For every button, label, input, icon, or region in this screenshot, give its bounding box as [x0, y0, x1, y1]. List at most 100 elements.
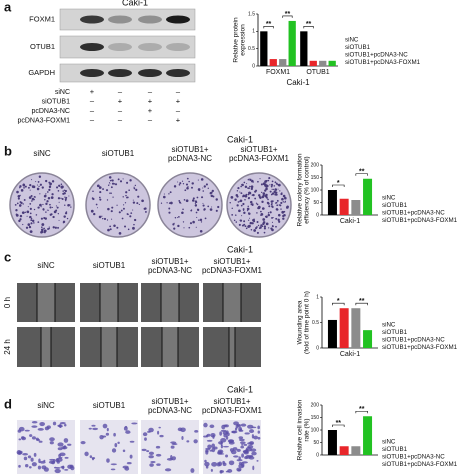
- blot-band: [80, 15, 104, 24]
- colony: [197, 179, 199, 181]
- colony: [281, 192, 283, 194]
- colony: [38, 185, 40, 188]
- colony: [30, 222, 33, 225]
- wound-gap: [100, 283, 118, 322]
- colony: [125, 194, 127, 197]
- invading-cell: [155, 453, 162, 457]
- invading-cell: [241, 444, 244, 446]
- legend-entry: siOTUB1: [345, 44, 371, 51]
- colony: [51, 206, 53, 209]
- invading-cell: [222, 445, 229, 448]
- invading-cell: [240, 423, 247, 427]
- colony: [229, 202, 231, 204]
- invading-cell: [193, 439, 198, 444]
- invading-cell: [31, 436, 36, 440]
- invading-cell: [141, 448, 147, 452]
- wound-gap: [41, 327, 51, 367]
- colony: [205, 183, 208, 186]
- invading-cell: [54, 468, 61, 474]
- bar: [327, 319, 337, 348]
- colony: [118, 211, 121, 214]
- significance-bracket: [282, 15, 293, 18]
- invading-cell: [194, 430, 199, 433]
- blot-band: [80, 69, 104, 77]
- invading-cell: [89, 455, 93, 459]
- invading-cell: [164, 468, 172, 472]
- colony: [30, 217, 33, 220]
- colony: [70, 206, 72, 208]
- colony: [204, 217, 207, 220]
- invading-cell: [63, 438, 69, 443]
- colony: [23, 187, 25, 189]
- colony: [68, 195, 70, 197]
- colony: [235, 221, 238, 223]
- colony: [99, 186, 101, 188]
- colony: [179, 182, 182, 185]
- column-label: siOTUB1+: [213, 257, 250, 266]
- colony: [194, 204, 197, 207]
- column-label: siNC: [37, 261, 55, 270]
- colony: [29, 212, 32, 215]
- colony: [121, 217, 124, 220]
- colony: [129, 215, 132, 218]
- colony: [275, 201, 278, 204]
- y-axis-label: Relative cell invasion: [297, 399, 304, 460]
- invading-cell: [129, 440, 135, 443]
- invading-cell: [209, 424, 215, 429]
- bar: [351, 200, 361, 215]
- colony: [122, 178, 124, 180]
- colony: [238, 209, 241, 213]
- y-tick-label: 200: [311, 162, 320, 168]
- panel-label: a: [4, 0, 12, 14]
- colony: [31, 200, 33, 202]
- dish: [157, 172, 223, 238]
- colony: [19, 194, 21, 197]
- colony: [249, 217, 251, 219]
- colony: [166, 202, 168, 204]
- colony: [54, 226, 57, 229]
- colony: [40, 230, 43, 234]
- colony: [39, 183, 42, 186]
- colony: [102, 188, 104, 190]
- colony: [203, 185, 206, 188]
- invading-cell: [110, 463, 117, 466]
- invading-cell: [177, 427, 183, 432]
- colony: [200, 178, 204, 181]
- bar: [327, 430, 337, 455]
- colony: [197, 188, 201, 191]
- colony: [127, 213, 129, 216]
- colony: [51, 193, 54, 196]
- colony: [186, 187, 189, 190]
- invading-cell: [37, 427, 44, 431]
- colony: [234, 198, 236, 200]
- legend-entry: siNC: [382, 439, 396, 446]
- colony: [39, 203, 42, 207]
- invading-cell: [144, 437, 147, 441]
- bar: [363, 330, 373, 348]
- colony: [58, 219, 60, 221]
- colony: [133, 187, 136, 190]
- invading-cell: [52, 421, 57, 426]
- colony: [111, 206, 114, 209]
- colony: [240, 204, 243, 207]
- colony: [217, 205, 220, 209]
- colony: [63, 215, 66, 218]
- colony: [95, 203, 98, 206]
- invading-cell: [102, 435, 107, 438]
- treatment-sign: –: [148, 87, 153, 96]
- colony: [250, 185, 254, 189]
- colony: [106, 199, 109, 201]
- invading-cell: [64, 456, 69, 459]
- treatment-sign: +: [176, 115, 181, 124]
- invading-cell: [244, 432, 250, 435]
- colony: [211, 189, 214, 193]
- colony: [181, 180, 184, 182]
- colony: [99, 190, 102, 194]
- invading-cell: [222, 462, 227, 467]
- y-tick-label: 50: [313, 440, 319, 446]
- legend-entry: siOTUB1: [382, 446, 408, 453]
- invading-cell: [170, 445, 175, 449]
- colony: [101, 215, 103, 217]
- column-label: siOTUB1+: [151, 257, 188, 266]
- treatment-sign: +: [118, 96, 123, 105]
